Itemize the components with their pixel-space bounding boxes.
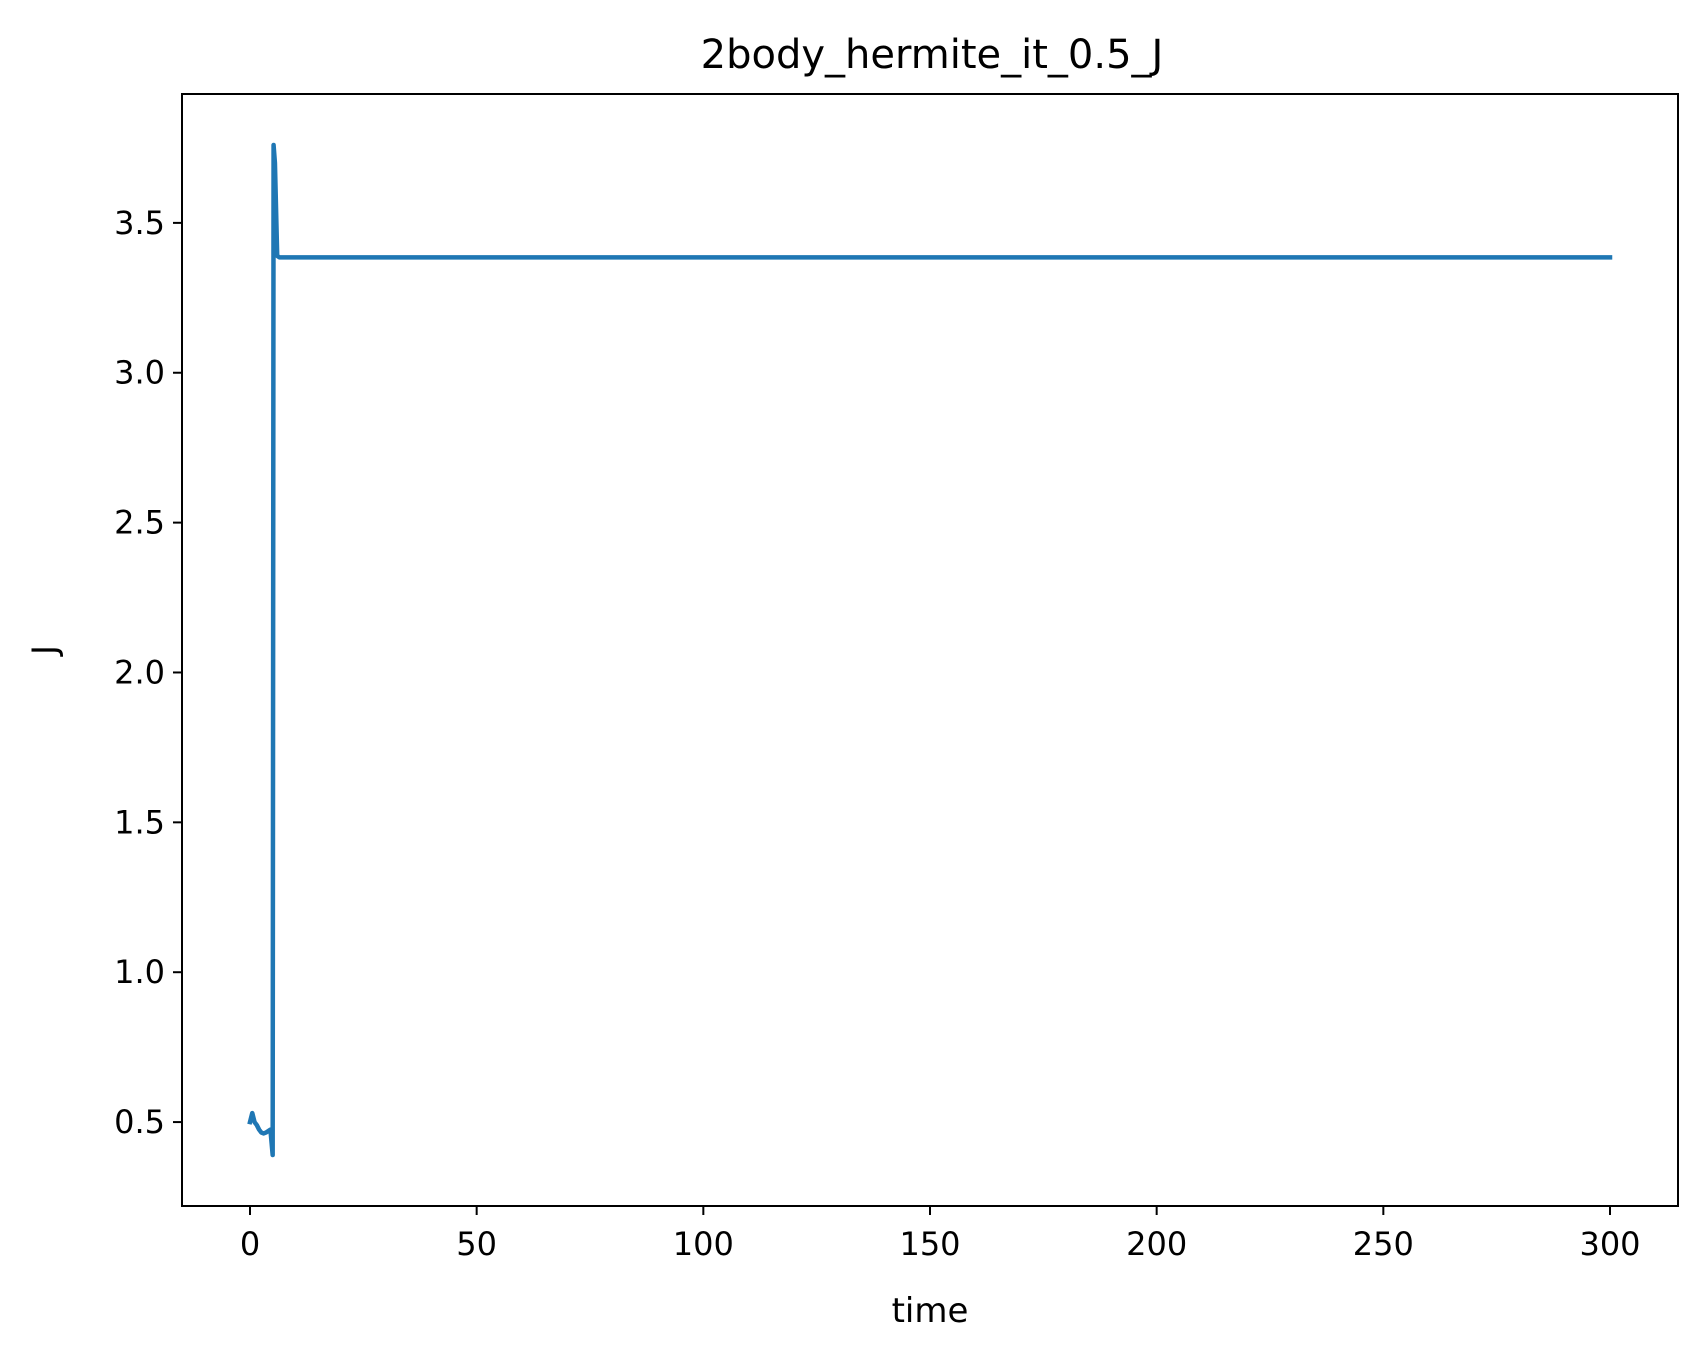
x-tick-label: 100 [673, 1225, 734, 1263]
y-tick-label: 1.5 [114, 803, 165, 841]
chart-title: 2body_hermite_it_0.5_J [701, 32, 1164, 78]
y-tick-label: 2.0 [114, 653, 165, 691]
x-tick-label: 250 [1353, 1225, 1414, 1263]
x-tick-label: 150 [899, 1225, 960, 1263]
y-tick-label: 3.5 [114, 204, 165, 242]
y-tick-label: 0.5 [114, 1103, 165, 1141]
y-tick-label: 2.5 [114, 504, 165, 542]
plot-area [247, 142, 1613, 1158]
y-axis: 0.5 1.0 1.5 2.0 2.5 3.0 3.5 [114, 204, 182, 1141]
x-tick-label: 300 [1579, 1225, 1640, 1263]
y-tick-label: 1.0 [114, 953, 165, 991]
series-line [247, 142, 1613, 1158]
x-tick-label: 200 [1126, 1225, 1187, 1263]
x-axis: 0 50 100 150 200 250 300 [240, 1206, 1641, 1263]
y-axis-label: J [25, 645, 65, 657]
x-tick-label: 0 [240, 1225, 260, 1263]
y-tick-label: 3.0 [114, 354, 165, 392]
x-tick-label: 50 [456, 1225, 497, 1263]
x-axis-label: time [892, 1291, 969, 1331]
